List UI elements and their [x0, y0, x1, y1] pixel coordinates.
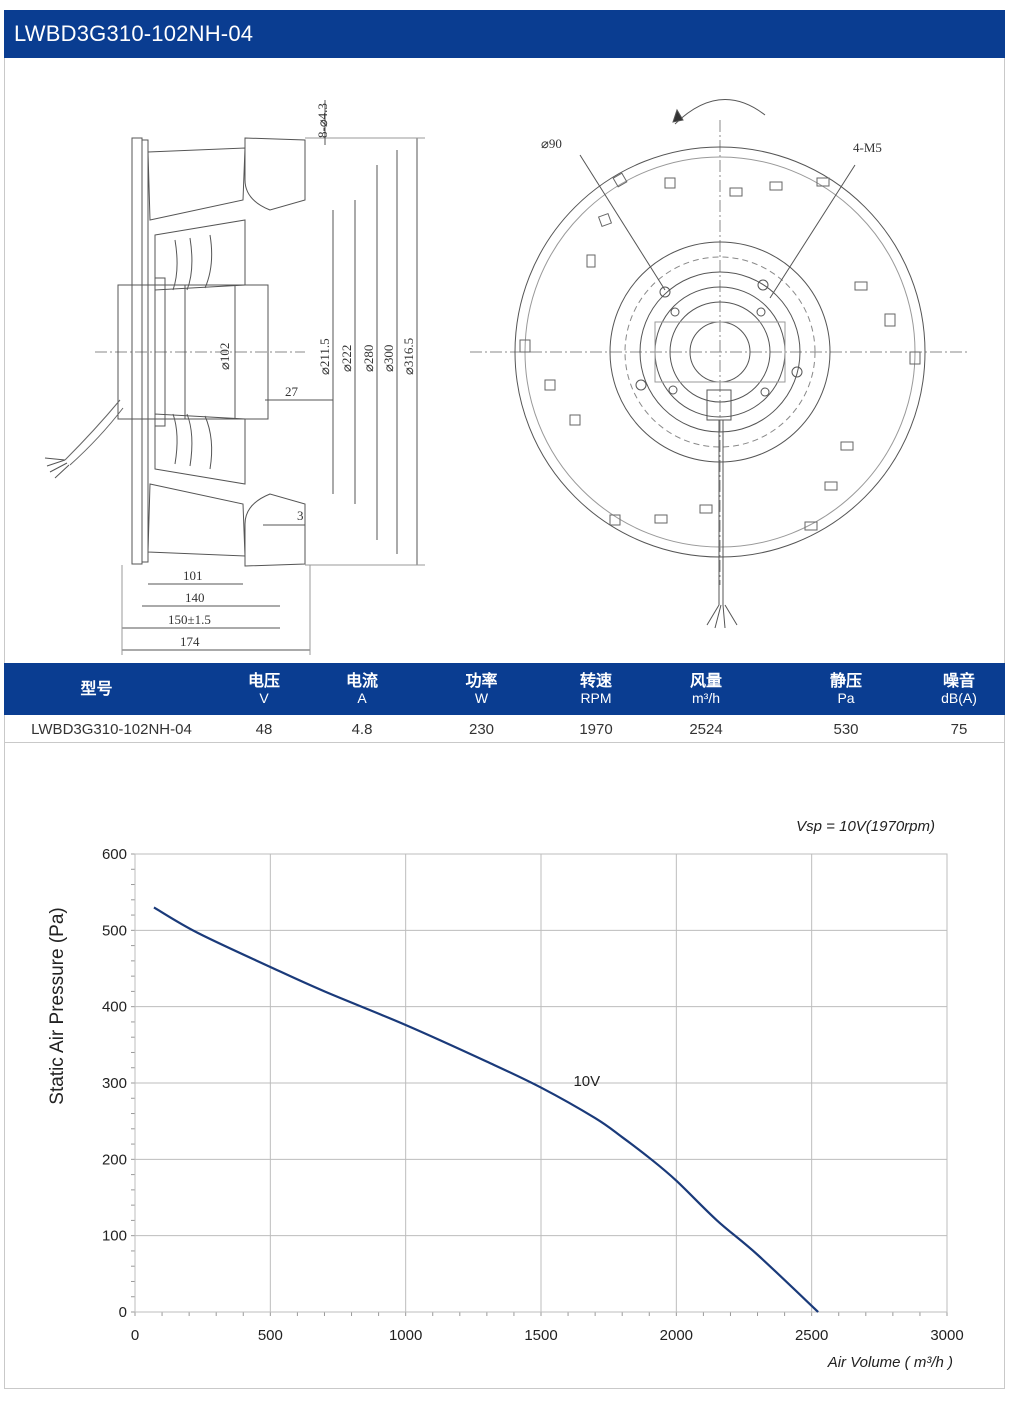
- spec-data-row: LWBD3G310-102NH-04 48 4.8 230 1970 2524 …: [4, 715, 1005, 743]
- spec-noise-value: 75: [950, 720, 968, 738]
- dim-3-label: 3: [297, 508, 304, 523]
- y-tick-label: 300: [102, 1075, 127, 1092]
- y-tick-label: 100: [102, 1228, 127, 1245]
- performance-chart: Vsp = 10V(1970rpm) Static Air Pressure (…: [47, 818, 964, 1371]
- spec-col-power: 功率 W: [465, 670, 498, 706]
- x-axis-label: Air Volume ( m³/h ): [827, 1354, 953, 1371]
- y-tick-label: 600: [102, 846, 127, 863]
- dim-d222-label: ⌀222: [339, 345, 354, 372]
- y-tick-label: 0: [119, 1304, 127, 1321]
- y-tick-label: 200: [102, 1151, 127, 1168]
- dim-150-label: 150±1.5: [168, 612, 211, 627]
- plot-frame: [134, 853, 948, 1313]
- spec-speed-value: 1970: [579, 720, 613, 738]
- spec-col-voltage: 电压 V: [247, 670, 280, 706]
- y-tick-label: 500: [102, 922, 127, 939]
- dim-101-label: 101: [183, 568, 203, 583]
- spec-header-row: 型号 电压 V 电流 A 功率 W 转速 RPM 风量 m³/h 静压 Pa 噪音 dB(A): [4, 663, 1005, 715]
- spec-col-pressure: 静压 Pa: [829, 670, 862, 706]
- spec-airflow-value: 2524: [689, 720, 723, 738]
- dim-d102-label: ⌀102: [217, 343, 232, 370]
- x-tick-label: 3000: [930, 1327, 963, 1344]
- spec-col-current: 电流 A: [345, 670, 378, 706]
- chart-title: Vsp = 10V(1970rpm): [796, 818, 935, 835]
- spec-voltage-value: 48: [255, 720, 273, 738]
- dim-140-label: 140: [185, 590, 205, 605]
- dimension-drawing: 8-⌀4.3 ⌀102 ⌀211.5 ⌀222 ⌀280 ⌀300 ⌀316.5…: [44, 99, 970, 655]
- dim-m5-label: 4-M5: [853, 140, 882, 155]
- x-tick-label: 0: [131, 1327, 139, 1344]
- dim-d211-label: ⌀211.5: [317, 338, 332, 375]
- page-title: LWBD3G310-102NH-04: [4, 10, 1005, 58]
- dim-d280-label: ⌀280: [361, 345, 376, 372]
- x-tick-label: 2500: [795, 1327, 828, 1344]
- spec-col-speed: 转速 RPM: [579, 670, 612, 706]
- spec-col-model: 型号: [80, 679, 113, 698]
- x-tick-label: 2000: [660, 1327, 693, 1344]
- y-axis-label: Static Air Pressure (Pa): [47, 907, 68, 1104]
- x-tick-label: 500: [258, 1327, 283, 1344]
- dim-d316-label: ⌀316.5: [401, 338, 416, 375]
- dim-174-label: 174: [180, 634, 200, 649]
- y-tick-label: 400: [102, 999, 127, 1016]
- series-line-10v: [153, 906, 819, 1313]
- dim-holes-label: 8-⌀4.3: [315, 103, 330, 138]
- dim-d300-label: ⌀300: [381, 345, 396, 372]
- x-tick-label: 1000: [389, 1327, 422, 1344]
- series-label-10v: 10V: [573, 1073, 600, 1090]
- spec-col-airflow: 风量 m³/h: [689, 670, 722, 706]
- x-tick-label: 1500: [524, 1327, 557, 1344]
- spec-power-value: 230: [468, 720, 495, 738]
- spec-current-value: 4.8: [351, 720, 373, 738]
- spec-model-value: LWBD3G310-102NH-04: [31, 720, 192, 738]
- spec-pressure-value: 530: [833, 720, 859, 738]
- dim-d90-label: ⌀90: [541, 136, 562, 151]
- spec-col-noise: 噪音 dB(A): [941, 670, 977, 706]
- dim-27-label: 27: [285, 384, 299, 399]
